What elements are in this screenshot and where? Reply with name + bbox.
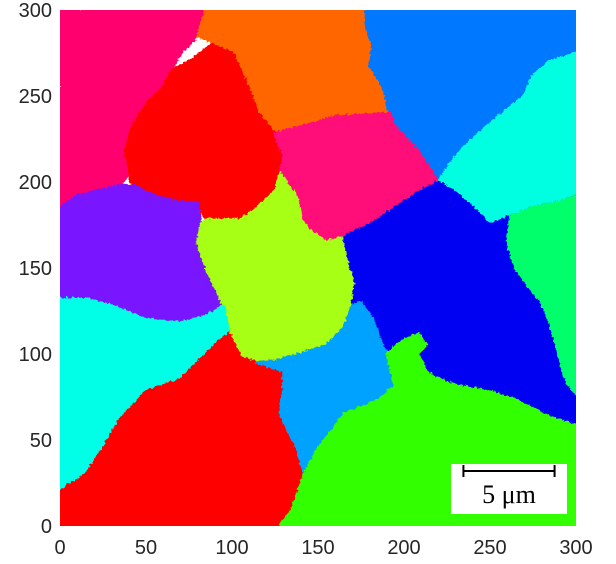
x-tick-label: 300: [559, 537, 592, 559]
y-tick-label: 300: [19, 0, 52, 22]
grain-region: [419, 331, 576, 425]
y-tick-label: 150: [19, 258, 52, 280]
scale-bar: 5 μm: [451, 464, 567, 514]
scale-bar-label: 5 μm: [482, 480, 536, 509]
y-tick-label: 0: [41, 516, 52, 538]
x-tick-label: 150: [301, 537, 334, 559]
x-axis: 0 50 100 150 200 250 300: [54, 537, 592, 559]
x-tick-label: 50: [135, 537, 157, 559]
y-tick-label: 200: [19, 172, 52, 194]
x-tick-label: 200: [387, 537, 420, 559]
y-axis: 0 50 100 150 200 250 300: [19, 0, 52, 538]
scale-bar-box: [451, 464, 567, 514]
grain-regions: [60, 10, 576, 526]
y-tick-label: 50: [30, 430, 52, 452]
y-tick-label: 250: [19, 86, 52, 108]
y-tick-label: 100: [19, 344, 52, 366]
x-tick-label: 0: [54, 537, 65, 559]
x-tick-label: 250: [473, 537, 506, 559]
x-tick-label: 100: [215, 537, 248, 559]
